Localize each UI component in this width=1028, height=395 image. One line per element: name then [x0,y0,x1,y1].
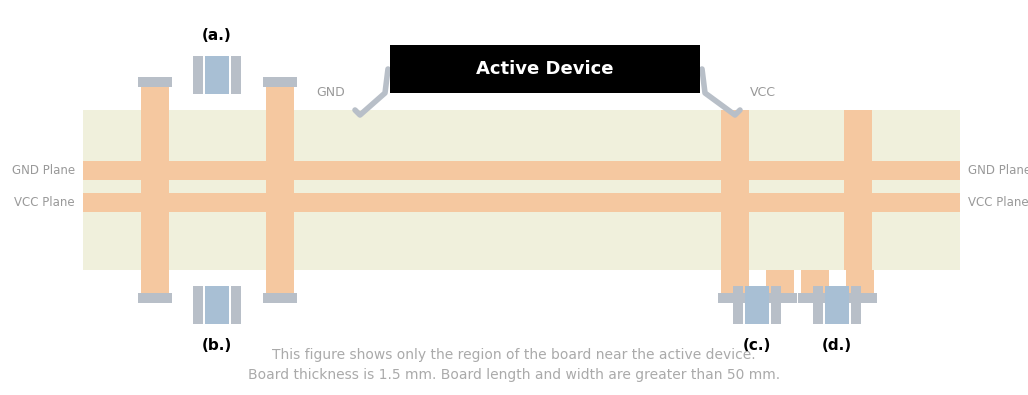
Bar [231,286,241,324]
Text: (a.): (a.) [203,28,232,43]
Bar [745,286,769,324]
Bar [141,110,169,270]
Bar [763,293,797,303]
Bar [843,293,877,303]
Bar [816,198,844,208]
Bar [872,198,900,208]
Bar [263,77,297,87]
Bar [825,286,849,324]
Bar [113,166,141,176]
Bar [83,161,960,181]
Bar [749,198,777,208]
Bar [141,270,169,295]
Bar [872,110,960,270]
Bar [844,110,872,270]
Bar [294,166,322,176]
Text: VCC Plane: VCC Plane [968,196,1028,209]
Bar [693,166,721,176]
Bar [846,270,874,295]
Bar [390,45,700,93]
Bar [749,110,844,270]
Bar [721,270,749,295]
Bar [816,166,844,176]
Bar [83,193,960,213]
Bar [813,286,823,324]
Text: Active Device: Active Device [476,60,614,78]
Text: (b.): (b.) [201,337,232,352]
Bar [141,110,169,270]
Bar [138,293,172,303]
Bar [798,293,832,303]
Bar [851,286,861,324]
Text: VCC Plane: VCC Plane [14,196,75,209]
Bar [721,110,749,270]
Bar [83,161,960,181]
Bar [266,110,294,270]
Bar [801,270,829,295]
Bar [231,56,241,94]
Bar [263,293,297,303]
Bar [718,293,752,303]
Bar [238,198,266,208]
Text: GND: GND [317,85,345,98]
Bar [83,193,960,213]
Bar [294,198,322,208]
Bar [693,198,721,208]
Bar [169,198,197,208]
Bar [238,166,266,176]
Bar [169,110,266,270]
Bar [113,198,141,208]
Bar [193,56,203,94]
Text: (d.): (d.) [822,337,852,352]
Bar [83,110,141,270]
Bar [193,286,203,324]
Bar [169,166,197,176]
Bar [266,270,294,295]
Text: VCC: VCC [750,85,776,98]
Bar [205,286,229,324]
Text: This figure shows only the region of the board near the active device.: This figure shows only the region of the… [272,348,756,362]
Text: (c.): (c.) [743,337,771,352]
Bar [771,286,781,324]
Bar [83,110,960,270]
Bar [766,270,794,295]
Bar [733,286,743,324]
Bar [141,85,169,110]
Text: GND Plane: GND Plane [12,164,75,177]
Bar [872,166,900,176]
Bar [205,56,229,94]
Bar [266,110,294,270]
Bar [266,85,294,110]
Text: GND Plane: GND Plane [968,164,1028,177]
Text: Board thickness is 1.5 mm. Board length and width are greater than 50 mm.: Board thickness is 1.5 mm. Board length … [248,368,780,382]
Bar [294,110,721,270]
Bar [721,110,749,270]
Bar [844,110,872,270]
Bar [749,166,777,176]
Bar [138,77,172,87]
